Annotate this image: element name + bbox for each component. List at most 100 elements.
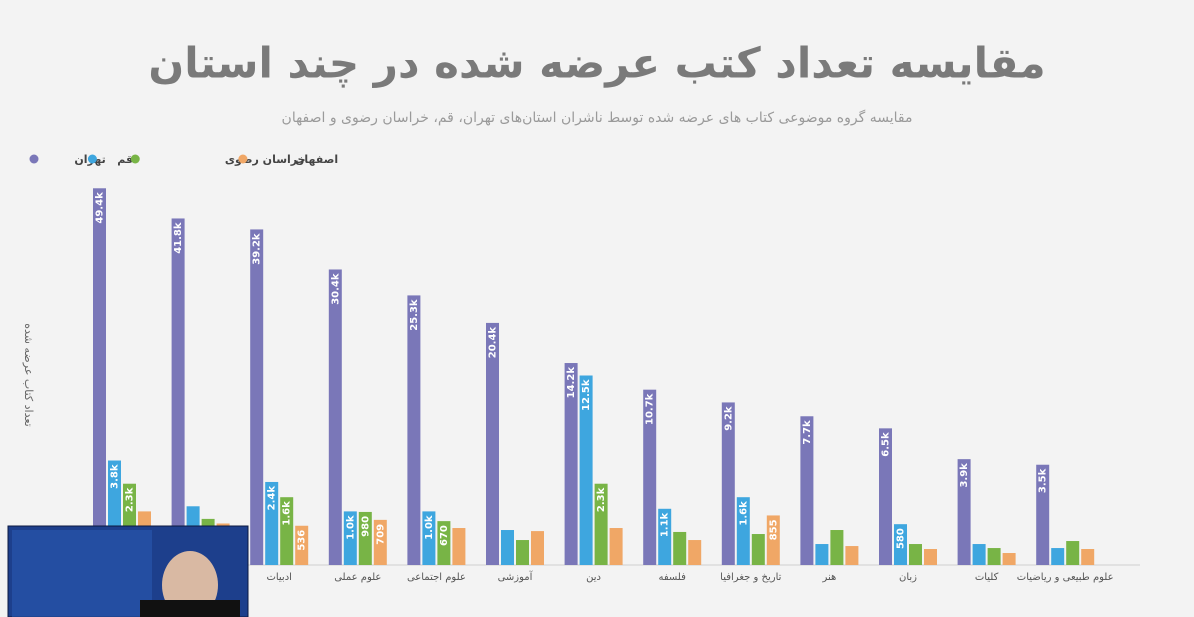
x-tick-label: علوم اجتماعی	[407, 572, 466, 583]
value-label: 20.4k	[488, 327, 499, 359]
value-label: 980	[360, 516, 371, 537]
chart-title: مقایسه تعداد کتب عرضه شده در چند استان	[148, 39, 1045, 89]
bar	[422, 511, 436, 565]
bar	[879, 428, 892, 565]
bar	[751, 534, 765, 565]
value-label: 1.6k	[282, 501, 293, 526]
x-tick-label: کلیات	[975, 572, 999, 583]
bar	[486, 322, 499, 565]
bar	[673, 531, 687, 565]
bar	[845, 546, 859, 565]
bar	[579, 375, 593, 565]
value-label: 7.7k	[802, 420, 813, 445]
x-tick-label: ادبیات	[266, 572, 292, 583]
value-label: 41.8k	[173, 222, 184, 254]
x-tick-label: علوم عملی	[334, 572, 381, 583]
bar	[815, 544, 829, 565]
bar	[452, 528, 466, 565]
bar	[93, 188, 106, 565]
x-tick-label: علوم طبیعی و ریاضیات	[1017, 572, 1114, 583]
legend-label: اصفهان	[295, 153, 338, 166]
bar	[328, 269, 342, 565]
legend-swatch	[87, 154, 97, 164]
bar	[643, 389, 657, 565]
bar	[924, 549, 937, 565]
bar	[1051, 548, 1065, 565]
value-label: 709	[375, 524, 386, 545]
value-label: 30.4k	[330, 273, 341, 305]
x-tick-label: فلسفه	[658, 572, 686, 583]
bar	[373, 519, 387, 565]
bar	[516, 540, 529, 565]
value-label: 14.2k	[566, 367, 577, 399]
bar	[909, 544, 922, 565]
bar	[800, 416, 814, 565]
bar	[972, 544, 986, 565]
value-label: 670	[439, 525, 450, 546]
bar	[736, 497, 750, 565]
value-label: 39.2k	[252, 233, 263, 265]
value-label: 10.7k	[645, 393, 656, 425]
bar	[594, 483, 608, 565]
x-tick-label: آموزشی	[498, 570, 534, 583]
value-label: 3.8k	[110, 464, 121, 489]
value-label: 1.1k	[660, 512, 671, 537]
bar	[564, 363, 578, 565]
bar	[766, 515, 780, 565]
value-label: 855	[768, 519, 779, 540]
value-label: 3.5k	[1038, 468, 1049, 493]
legend-swatch	[130, 154, 140, 164]
bar	[407, 295, 421, 565]
bar	[957, 459, 971, 565]
bar	[295, 525, 309, 565]
webcam-pattern	[12, 530, 152, 617]
bar	[437, 521, 451, 565]
bar	[721, 402, 735, 565]
bar	[658, 508, 672, 565]
value-label: 1.6k	[738, 501, 749, 526]
x-tick-label: زبان	[899, 572, 917, 583]
value-label: 25.3k	[409, 299, 420, 331]
value-label: 3.9k	[959, 463, 970, 488]
bar	[1081, 549, 1095, 565]
webcam-person-body	[140, 600, 240, 617]
value-label: 2.4k	[267, 486, 278, 511]
bar	[358, 511, 372, 565]
bar	[609, 528, 623, 565]
bar	[265, 481, 279, 565]
bar	[171, 218, 185, 565]
bar	[1002, 553, 1016, 565]
bar	[280, 497, 294, 565]
bar	[250, 229, 264, 565]
bar	[1066, 541, 1080, 565]
value-label: 2.3k	[125, 487, 136, 512]
x-tick-label: دین	[586, 572, 601, 583]
y-axis-label: تعداد کتاب عرضه شده	[22, 323, 35, 426]
bar	[688, 540, 702, 565]
bar	[501, 530, 514, 565]
value-label: 9.2k	[723, 406, 734, 431]
x-tick-label: هنر	[821, 572, 836, 583]
bar	[1036, 464, 1050, 565]
value-label: 12.5k	[581, 379, 592, 411]
bar	[531, 531, 544, 565]
value-label: 1.0k	[424, 515, 435, 540]
bar	[987, 548, 1001, 565]
value-label: 6.5k	[881, 432, 892, 457]
chart-subtitle: مقایسه گروه موضوعی کتاب های عرضه شده توس…	[282, 109, 913, 126]
legend-label: خراسان رضوی	[225, 153, 306, 166]
x-tick-label: تاریخ و جغرافیا	[720, 572, 781, 583]
bar	[894, 524, 907, 565]
bar	[343, 511, 357, 565]
value-label: 536	[297, 530, 308, 551]
value-label: 580	[896, 528, 907, 549]
legend-label: قم	[117, 153, 133, 166]
value-label: 1.0k	[345, 515, 356, 540]
bar	[830, 530, 844, 565]
legend-swatch	[238, 154, 248, 164]
legend-swatch	[29, 154, 39, 164]
value-label: 2.3k	[596, 487, 607, 512]
value-label: 49.4k	[95, 192, 106, 224]
